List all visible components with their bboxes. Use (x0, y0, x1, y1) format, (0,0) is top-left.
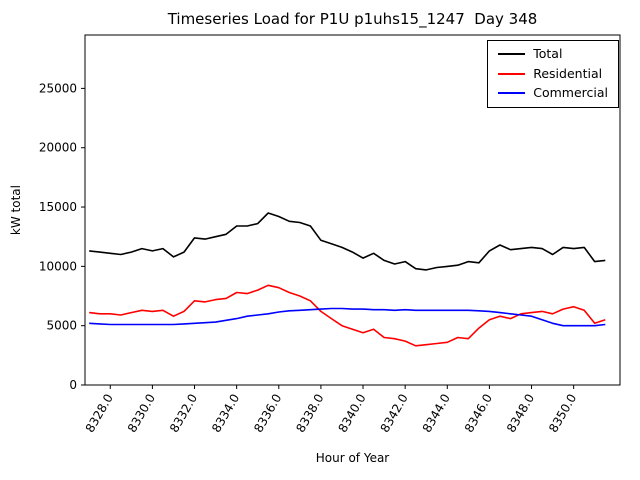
legend-swatch-commercial (498, 92, 526, 95)
x-tick-label: 8332.0 (167, 392, 200, 435)
y-tick-label: 10000 (39, 259, 77, 273)
x-tick-label: 8330.0 (125, 392, 158, 435)
x-tick-label: 8342.0 (378, 392, 411, 435)
x-tick-label: 8348.0 (504, 392, 537, 435)
legend-label-total: Total (533, 46, 563, 61)
series-total (89, 212, 606, 271)
y-tick-label: 5000 (46, 319, 77, 333)
x-axis-label: Hour of Year (315, 451, 390, 465)
x-tick-label: 8350.0 (546, 392, 579, 435)
legend-swatch-total (498, 53, 526, 56)
y-tick-label: 0 (69, 378, 77, 392)
series-commercial (89, 307, 606, 327)
legend-item-total: Total (498, 46, 608, 61)
x-tick-label: 8328.0 (83, 392, 116, 435)
legend-label-commercial: Commercial (533, 85, 608, 100)
axes-box (84, 34, 621, 386)
chart-title: Timeseries Load for P1U p1uhs15_1247 Day… (167, 10, 538, 28)
legend-item-residential: Residential (498, 65, 608, 81)
y-tick-label: 20000 (39, 141, 77, 155)
y-tick-label: 15000 (39, 200, 77, 214)
x-tick-label: 8334.0 (209, 392, 242, 435)
x-tick-label: 8336.0 (251, 392, 284, 435)
x-tick-label: 8340.0 (336, 392, 369, 435)
x-tick-label: 8346.0 (462, 392, 495, 435)
legend-label-residential: Residential (533, 65, 603, 81)
y-tick-label: 25000 (39, 81, 77, 95)
y-axis-label: kW total (9, 184, 23, 236)
x-tick-label: 8338.0 (293, 392, 326, 435)
legend-item-commercial: Commercial (498, 85, 608, 100)
legend: Total Residential Commercial (487, 40, 619, 108)
legend-swatch-residential (498, 72, 526, 75)
y-axis-label-wrap: kW total (6, 35, 26, 385)
x-tick-label: 8344.0 (420, 392, 453, 435)
